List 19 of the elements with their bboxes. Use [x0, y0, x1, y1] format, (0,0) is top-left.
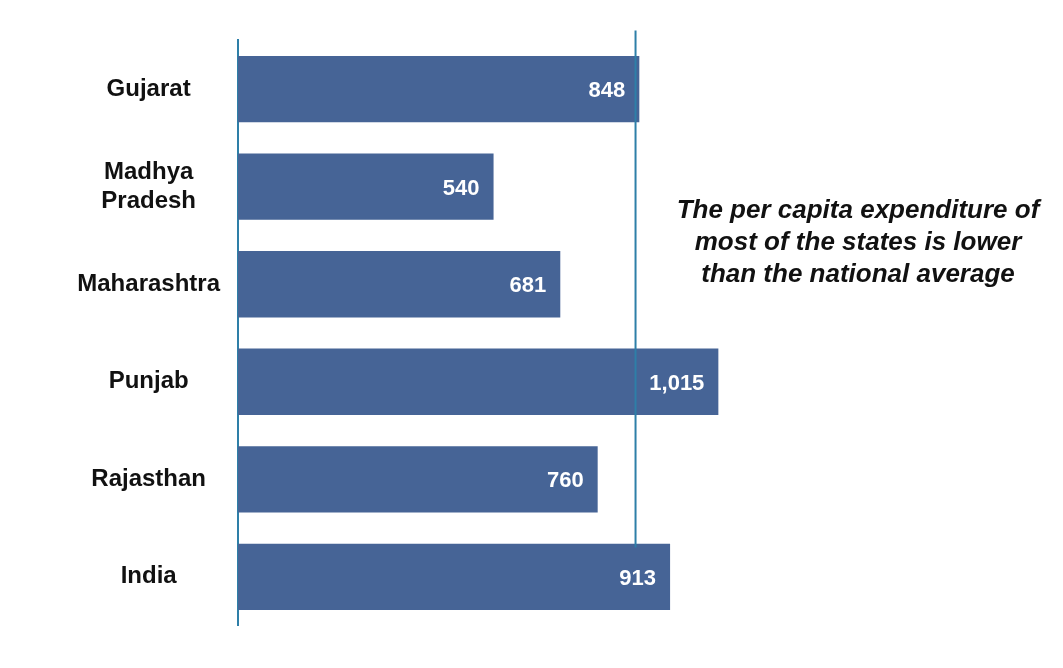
y-tick-label: Gujarat — [106, 73, 191, 101]
bar — [238, 543, 671, 610]
data-label: 681 — [509, 272, 547, 298]
data-label: 848 — [588, 77, 626, 103]
data-label: 1,015 — [649, 369, 705, 395]
bar — [238, 348, 719, 415]
y-tick-label: Rajasthan — [91, 463, 206, 491]
annotation: The per capita expenditure of most of the states is lower than the national average — [675, 193, 1043, 289]
y-tick-label: Punjab — [108, 366, 189, 394]
bar — [238, 446, 598, 513]
data-label: 540 — [442, 174, 480, 200]
y-tick-label: Maharashtra — [77, 268, 221, 296]
bar — [238, 56, 640, 123]
y-tick-label: India — [120, 561, 178, 589]
bar — [238, 153, 494, 220]
data-label: 760 — [546, 467, 584, 493]
y-tick-label: Madhya Pradesh — [101, 156, 196, 213]
bar — [238, 251, 561, 318]
data-label: 913 — [619, 564, 657, 590]
